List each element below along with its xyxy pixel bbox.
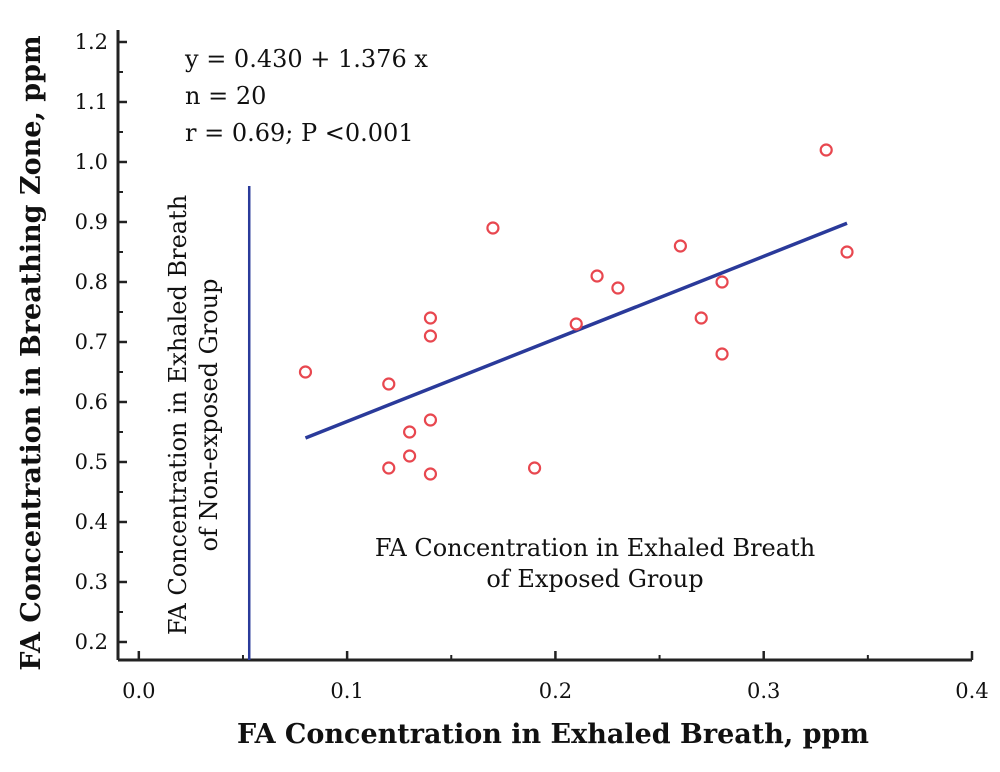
x-axis-title: FA Concentration in Exhaled Breath, ppm — [237, 719, 869, 750]
n-annotation: n = 20 — [185, 82, 266, 110]
data-point — [527, 461, 542, 475]
data-point — [382, 461, 396, 475]
r-annotation: r = 0.69; P <0.001 — [185, 119, 414, 147]
data-point — [569, 317, 583, 331]
y-tick-label: 1.0 — [75, 150, 108, 174]
axes — [116, 30, 974, 662]
y-tick-label: 1.1 — [75, 90, 108, 114]
y-tick-label: 0.5 — [75, 450, 108, 474]
data-point — [423, 467, 438, 481]
data-points — [298, 143, 854, 481]
data-point — [590, 269, 604, 283]
data-point — [423, 413, 438, 427]
regression-line-group — [304, 221, 848, 440]
data-point — [403, 425, 417, 439]
data-point — [423, 311, 438, 325]
equation-annotation: y = 0.430 + 1.376 x — [184, 45, 428, 73]
x-tick-label: 0.4 — [955, 679, 988, 703]
data-point — [423, 329, 438, 343]
data-point — [611, 281, 625, 295]
y-axis-title: FA Concentration in Breathing Zone, ppm — [16, 35, 47, 670]
regression-line — [304, 221, 848, 440]
x-tick-label: 0.0 — [122, 679, 155, 703]
data-point — [403, 449, 417, 463]
data-point — [715, 347, 729, 361]
data-point — [694, 311, 708, 325]
y-tick-label: 0.4 — [75, 510, 108, 534]
data-point — [819, 143, 833, 157]
non-exposed-label-line1: FA Concentration in Exhaled Breath — [164, 195, 192, 635]
data-point — [840, 245, 854, 259]
non-exposed-region-label: FA Concentration in Exhaled Breath of No… — [164, 195, 223, 635]
tick-labels: 0.2 0.3 0.4 0.5 0.6 0.7 0.8 0.9 1.0 1.1 1.2 0.0 0.1 0… — [75, 30, 989, 703]
exposed-label-line2: of Exposed Group — [486, 565, 703, 593]
y-tick-label: 1.2 — [75, 30, 108, 54]
y-tick-label: 0.6 — [75, 390, 108, 414]
data-point — [486, 221, 500, 235]
x-tick-label: 0.1 — [330, 679, 363, 703]
y-tick-label: 0.2 — [75, 630, 108, 654]
y-tick-label: 0.7 — [75, 330, 108, 354]
non-exposed-label-line2: of Non-exposed Group — [195, 279, 223, 552]
data-point — [382, 377, 396, 391]
y-tick-label: 0.3 — [75, 570, 108, 594]
data-point — [715, 275, 729, 289]
x-tick-label: 0.2 — [539, 679, 572, 703]
x-tick-label: 0.3 — [747, 679, 780, 703]
exposed-label-line1: FA Concentration in Exhaled Breath — [375, 534, 815, 562]
y-tick-label: 0.9 — [75, 210, 108, 234]
y-tick-label: 0.8 — [75, 270, 108, 294]
data-point — [673, 239, 687, 253]
data-point — [298, 365, 313, 379]
